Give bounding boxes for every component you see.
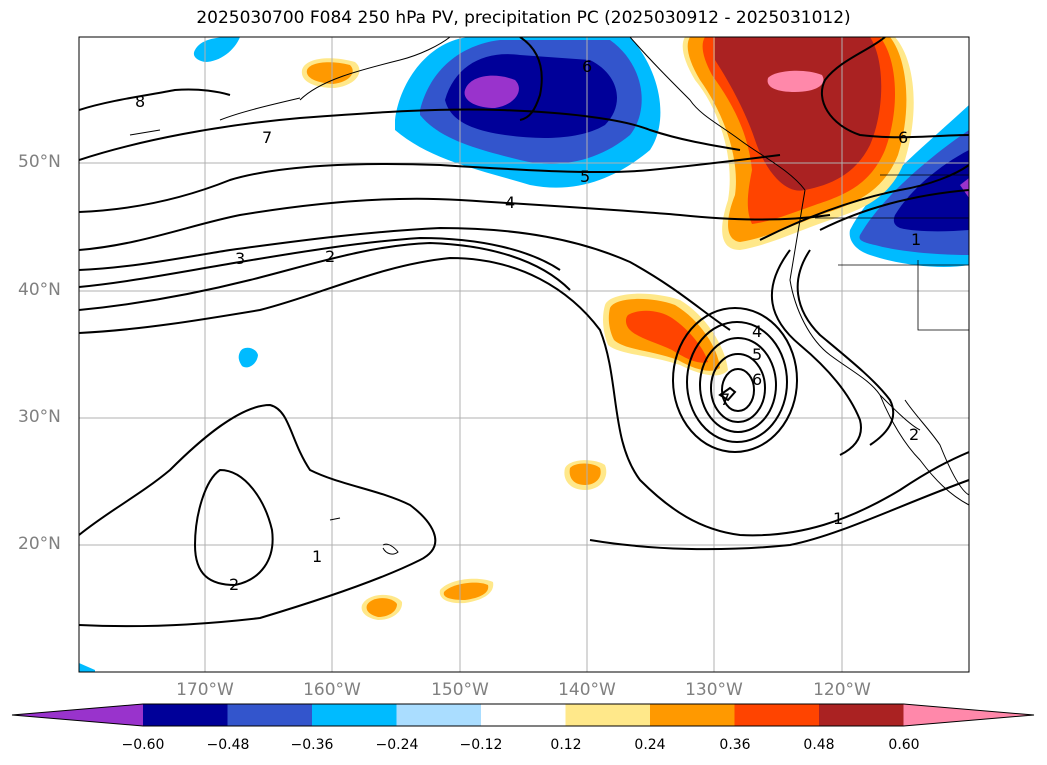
pv-contour-3 (79, 226, 731, 331)
contour-label: 1 (911, 230, 921, 249)
colorbar-tick-label: −0.24 (375, 737, 419, 753)
contour-label: 6 (752, 370, 762, 389)
colorbar-tick-label: −0.36 (290, 737, 334, 753)
colorbar-tick-label: −0.12 (459, 737, 503, 753)
pv-low-ring-3 (699, 337, 777, 433)
colorbar-swatch (481, 704, 566, 726)
pv-low-ring-7 (718, 386, 737, 402)
borders (815, 174, 969, 331)
colorbar-swatch (143, 704, 228, 726)
contour-label: 3 (235, 249, 245, 268)
contour-label: 2 (909, 425, 919, 444)
lat-label: 40°N (18, 280, 61, 300)
contour-label: 4 (752, 322, 762, 341)
plot-frame (78, 36, 970, 673)
colorbar-tick-label: 0.12 (550, 737, 582, 753)
pv-contour-7 (79, 108, 741, 161)
colorbar-swatch (734, 704, 820, 726)
colorbar-outline (11, 703, 1035, 727)
contour-label: 4 (505, 193, 515, 212)
pv-low-ring-1 (672, 307, 798, 453)
colorbar-swatch (650, 704, 735, 726)
colorbar (11, 703, 1035, 727)
lon-label: 160°W (303, 680, 361, 700)
lat-label: 50°N (18, 152, 61, 172)
contour-label: 1 (312, 547, 322, 566)
colorbar-swatch (819, 704, 904, 726)
lat-label: 30°N (18, 407, 61, 427)
map-title: 2025030700 F084 250 hPa PV, precipitatio… (196, 8, 851, 28)
colorbar-tick-label: 0.48 (803, 737, 835, 753)
lon-label: 140°W (558, 680, 616, 700)
pv-contour-8 (79, 88, 231, 111)
colorbar-tick-label: −0.60 (121, 737, 165, 753)
gridlines (79, 37, 969, 672)
pv-contour-6-east (820, 37, 969, 139)
colorbar-tick-label: 0.60 (888, 737, 920, 753)
pv-contour-east-trough (771, 249, 862, 456)
contour-label: 6 (898, 128, 908, 147)
pv-contour-east-ridge (759, 164, 969, 241)
colorbar-tick-label: 0.24 (634, 737, 666, 753)
colorbar-extend-right (903, 704, 1034, 726)
pv-contour-2b (79, 241, 571, 311)
pv-contour-1-main (79, 256, 969, 537)
pv-contour-2a (79, 236, 561, 288)
contour-label: 7 (720, 390, 730, 409)
precip-positive-central (361, 293, 728, 620)
pv-contour-5 (79, 154, 781, 213)
lon-label: 120°W (813, 680, 871, 700)
contour-label: 7 (262, 128, 272, 147)
pv-contour-4 (79, 197, 831, 251)
pv-contours (79, 37, 969, 628)
colorbar-extend-left (12, 704, 143, 726)
contour-label: 8 (135, 92, 145, 111)
pv-low-ring-5 (721, 368, 755, 412)
precip-negative-east (849, 105, 969, 267)
colorbar-tick-label: −0.48 (206, 737, 250, 753)
pv-low-ring-4 (710, 353, 766, 423)
pv-contour-6-west (519, 37, 543, 121)
colorbar-swatch (565, 704, 651, 726)
pv-low-ring-2 (686, 321, 788, 443)
colorbar-swatch (312, 704, 397, 726)
contour-labels: 8 7 6 6 5 4 3 2 2 1 1 1 2 4 5 6 7 (135, 57, 921, 594)
contour-label: 5 (752, 345, 762, 364)
lat-label: 20°N (18, 534, 61, 554)
contour-label: 5 (580, 167, 590, 186)
precip-positive-alaska (301, 58, 360, 88)
pv-contour-1-south (79, 403, 437, 628)
coastlines (129, 37, 969, 555)
pv-contour-1-inner (589, 479, 969, 551)
contour-label: 2 (229, 575, 239, 594)
precip-positive-northeast (682, 37, 914, 250)
lon-label: 150°W (431, 680, 489, 700)
colorbar-swatch (227, 704, 313, 726)
contour-label: 1 (833, 509, 843, 528)
colorbar-tick-label: 0.36 (719, 737, 751, 753)
pv-contour-2-loop (193, 468, 274, 587)
contour-label: 6 (582, 57, 592, 76)
precip-negative-north-pacific (395, 37, 661, 188)
lon-label: 130°W (685, 680, 743, 700)
lon-label: 170°W (176, 680, 234, 700)
colorbar-swatch (396, 704, 482, 726)
contour-label: 2 (325, 247, 335, 266)
pv-contour-sw-ridge (819, 189, 969, 231)
pv-contour-east-trough-2 (796, 249, 895, 446)
